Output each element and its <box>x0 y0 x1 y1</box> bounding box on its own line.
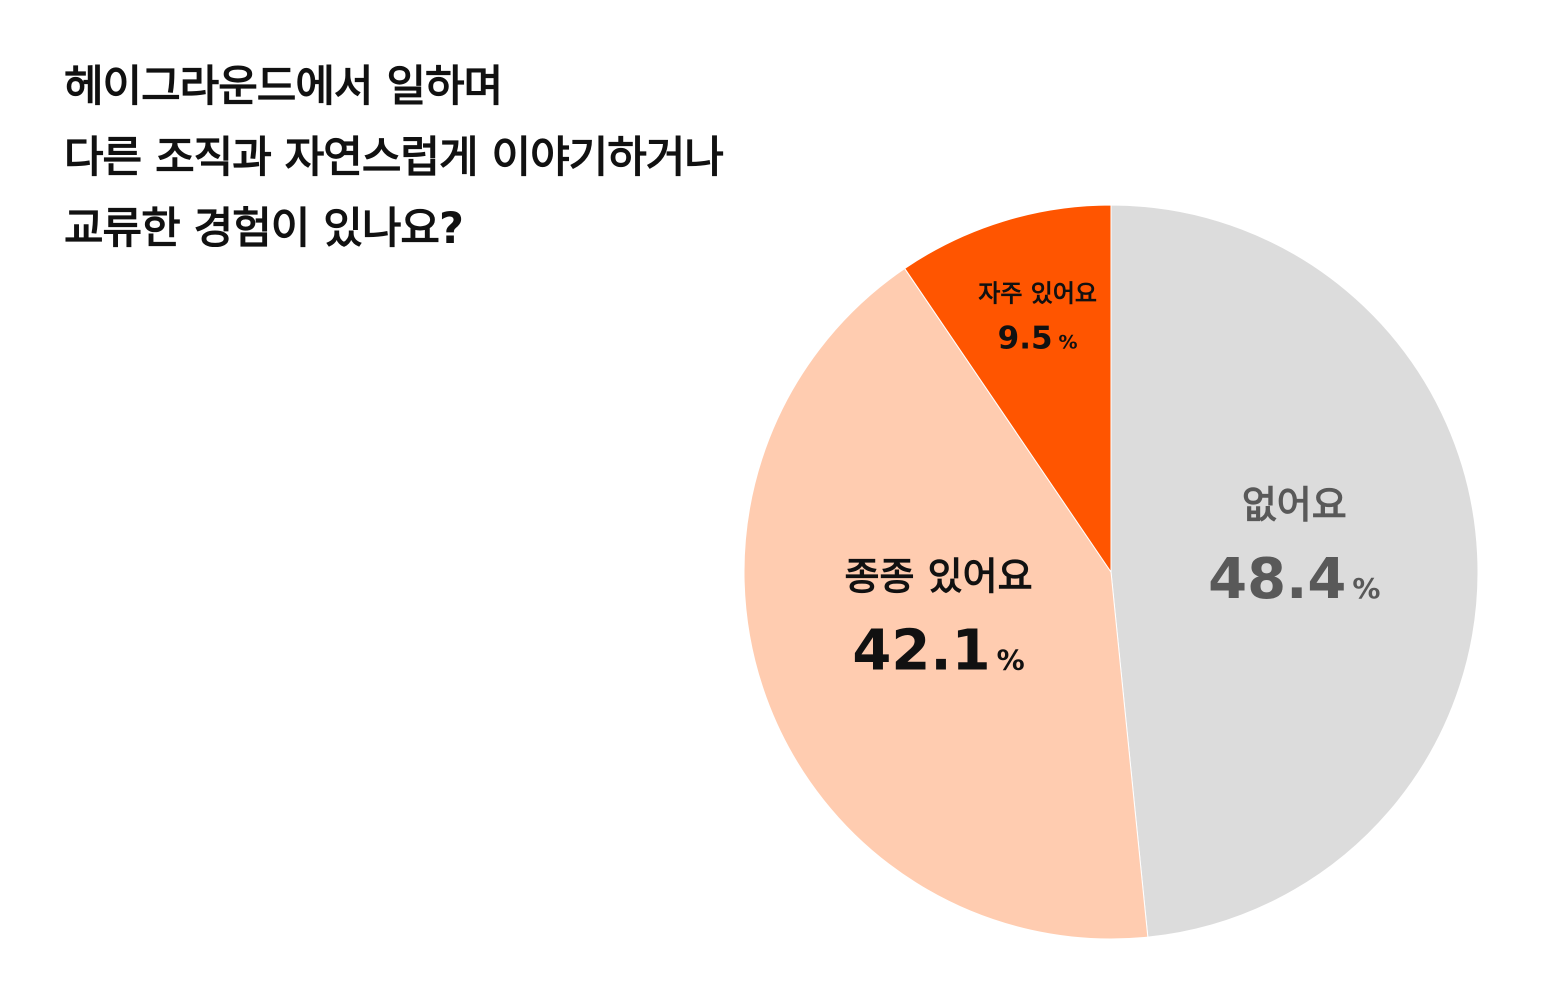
slice-label-1: 종종 있어요 42.1% <box>845 555 1033 684</box>
slice-value-number: 48.4 <box>1208 547 1346 612</box>
pie-slice-0 <box>1110 204 1479 938</box>
chart-title-line-1: 헤이그라운드에서 일하며 <box>64 62 503 112</box>
slice-value-unit: % <box>997 644 1025 677</box>
chart-title-line-3: 교류한 경험이 있나요? <box>64 204 464 254</box>
slice-label-0: 없어요 48.4% <box>1208 483 1380 612</box>
slice-value-number: 9.5 <box>998 320 1053 356</box>
slice-label-2: 자주 있어요 9.5% <box>978 279 1097 356</box>
pie-labels: 없어요 48.4 % 종종 있어요 42.1 % 자주 있어요 9.5% <box>845 279 1381 683</box>
pie-slices <box>743 204 1479 940</box>
pie-slice-1 <box>743 267 1149 940</box>
chart-title: 헤이그라운드에서 일하며 다른 조직과 자연스럽게 이야기하거나 교류한 경험이… <box>64 52 884 265</box>
slice-value-label: 9.5% <box>998 320 1078 356</box>
slice-name-label: 없어요 <box>1242 483 1347 527</box>
chart-title-line-2: 다른 조직과 자연스럽게 이야기하거나 <box>64 133 724 183</box>
slice-name-label: 종종 있어요 <box>845 555 1033 599</box>
slice-value-label: 42.1% <box>852 619 1024 684</box>
slice-value-number: 42.1 <box>852 619 990 684</box>
slice-value-unit: % <box>1352 572 1380 605</box>
slice-value-unit: % <box>1059 331 1078 353</box>
pie-slice-2 <box>904 204 1112 574</box>
slice-name-label: 자주 있어요 <box>978 279 1097 307</box>
slice-value-label: 48.4% <box>1208 547 1380 612</box>
